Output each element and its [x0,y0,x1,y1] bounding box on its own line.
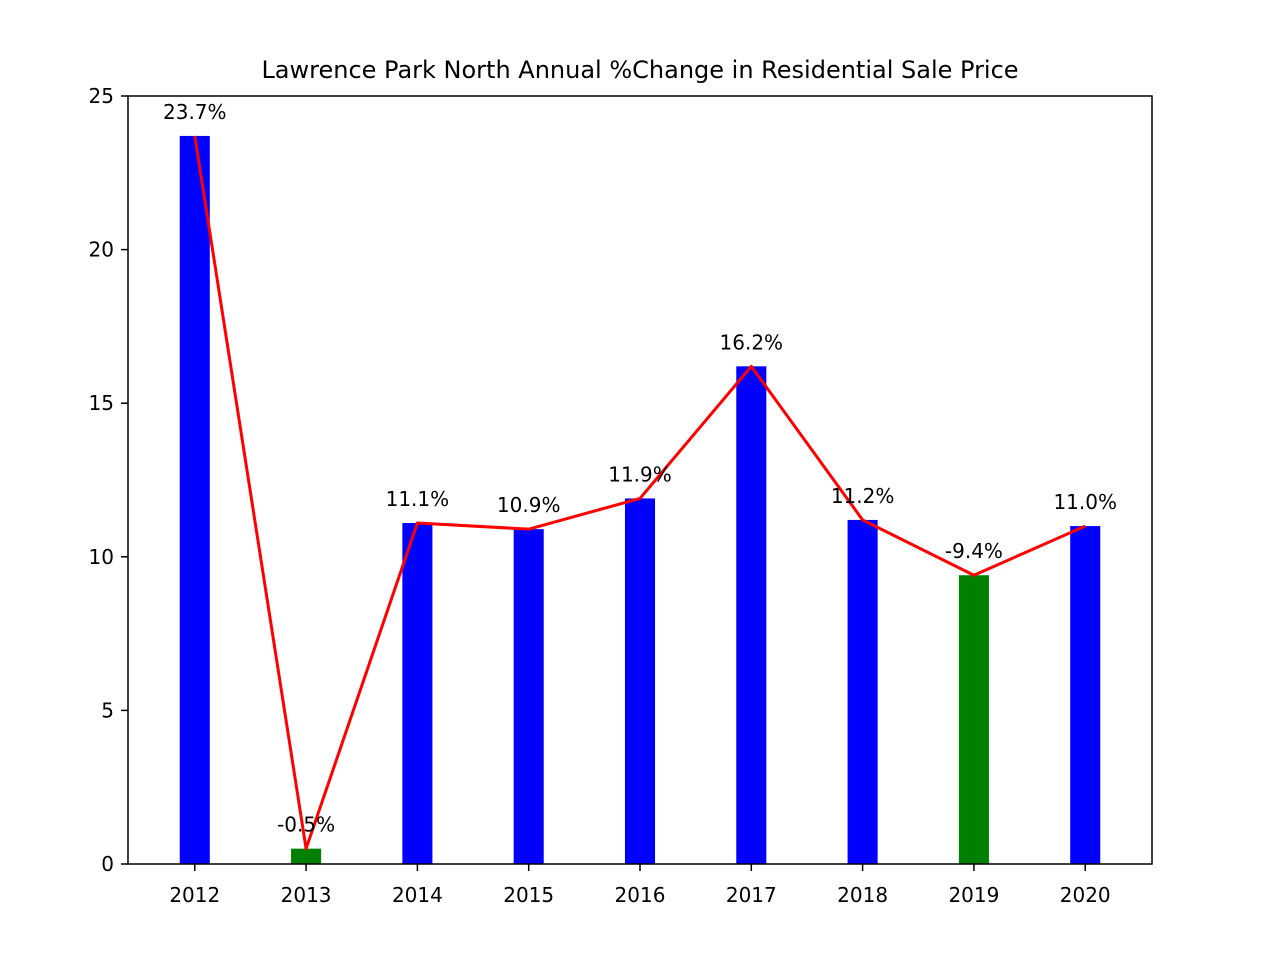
trend-line [193,135,1086,851]
x-tick-label: 2017 [726,883,777,907]
x-tick-label: 2020 [1060,883,1111,907]
x-tick-label: 2016 [615,883,666,907]
x-tick-label: 2014 [392,883,443,907]
bar-2016 [624,498,656,864]
data-label-2013: -0.5% [277,813,335,837]
data-label-2017: 16.2% [720,330,784,354]
y-tick-label: 15 [89,391,114,415]
y-tick-label: 20 [89,238,114,262]
data-label-2012: 23.7% [163,100,227,124]
bar-2017 [736,366,767,864]
data-label-2018: 11.2% [831,484,895,508]
y-axis: 0 5 10 15 20 25 [89,84,128,876]
x-tick-label: 2018 [837,883,888,907]
chart-title: Lawrence Park North Annual %Change in Re… [261,56,1018,84]
data-label-2016: 11.9% [608,462,672,486]
line-layer [193,135,1086,851]
x-tick-label: 2012 [169,883,220,907]
y-tick-label: 25 [89,84,114,108]
y-tick-label: 0 [101,852,114,876]
bar-2012 [179,135,210,864]
data-label-2015: 10.9% [497,493,561,517]
y-tick-label: 10 [89,545,114,569]
bar-2014 [402,523,433,864]
x-tick-label: 2015 [503,883,554,907]
bar-2018 [847,519,878,864]
x-axis: 2012 2013 2014 2015 2016 2017 2018 2019 2020 [169,864,1111,907]
data-labels-layer: 23.7% -0.5% 11.1% 10.9% 11.9% 16.2% 11.2% -9.4%… [163,100,1117,837]
bar-2019 [958,575,989,864]
x-tick-label: 2019 [948,883,999,907]
data-label-2014: 11.1% [386,487,450,511]
bars-layer [179,135,1101,864]
bar-2015 [513,529,544,864]
data-label-2020: 11.0% [1053,490,1117,514]
bar-2013 [291,848,322,864]
data-label-2019: -9.4% [945,539,1003,563]
bar-2020 [1070,526,1101,864]
y-tick-label: 5 [101,698,114,722]
x-tick-label: 2013 [281,883,332,907]
